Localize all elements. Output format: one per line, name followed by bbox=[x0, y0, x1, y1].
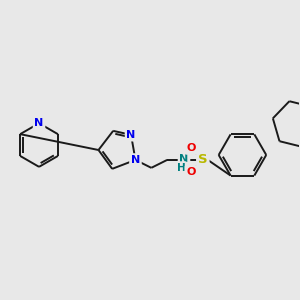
Text: O: O bbox=[186, 167, 196, 177]
Text: O: O bbox=[186, 143, 196, 153]
Text: N: N bbox=[126, 130, 136, 140]
Text: N: N bbox=[131, 155, 140, 165]
Text: N: N bbox=[34, 118, 44, 128]
Text: S: S bbox=[198, 153, 208, 167]
Text: H: H bbox=[177, 163, 185, 173]
Text: N: N bbox=[179, 154, 189, 164]
